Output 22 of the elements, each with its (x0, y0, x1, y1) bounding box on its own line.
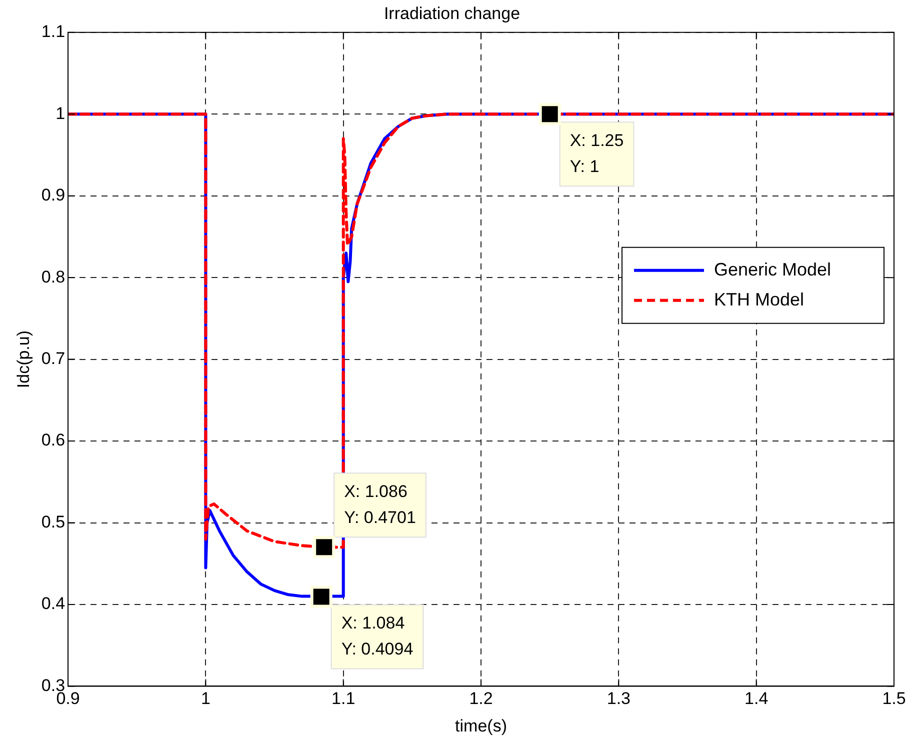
legend-label: KTH Model (714, 289, 804, 310)
x-tick-label: 1.3 (606, 689, 630, 708)
x-tick-label: 1.1 (332, 689, 356, 708)
y-tick-label: 0.9 (41, 186, 66, 205)
y-tick-label: 0.6 (41, 430, 66, 450)
annotation: X: 1.086 Y: 0.4701 (344, 482, 416, 527)
y-tick-label: 1.1 (41, 22, 66, 42)
y-axis-title: Idc(p.u) (14, 330, 33, 388)
legend-label: Generic Model (714, 259, 832, 280)
annotation: X: 1.084 Y: 0.4094 (341, 613, 414, 658)
y-tick-label: 0.4 (41, 594, 66, 614)
y-tick-label: 0.5 (41, 512, 66, 532)
annotation: X: 1.25 Y: 1 (570, 130, 624, 176)
x-tick-label: 1 (200, 689, 210, 708)
x-axis-title: time(s) (455, 716, 507, 736)
x-tick-label: 1.4 (744, 689, 768, 708)
chart-title: Irradiation change (384, 4, 520, 23)
y-tick-label: 1 (56, 104, 66, 123)
x-tick-label: 1.5 (882, 689, 906, 708)
x-tick-label: 1.2 (469, 689, 493, 708)
y-tick-label: 0.7 (41, 348, 66, 368)
y-tick-label: 0.8 (41, 267, 66, 286)
